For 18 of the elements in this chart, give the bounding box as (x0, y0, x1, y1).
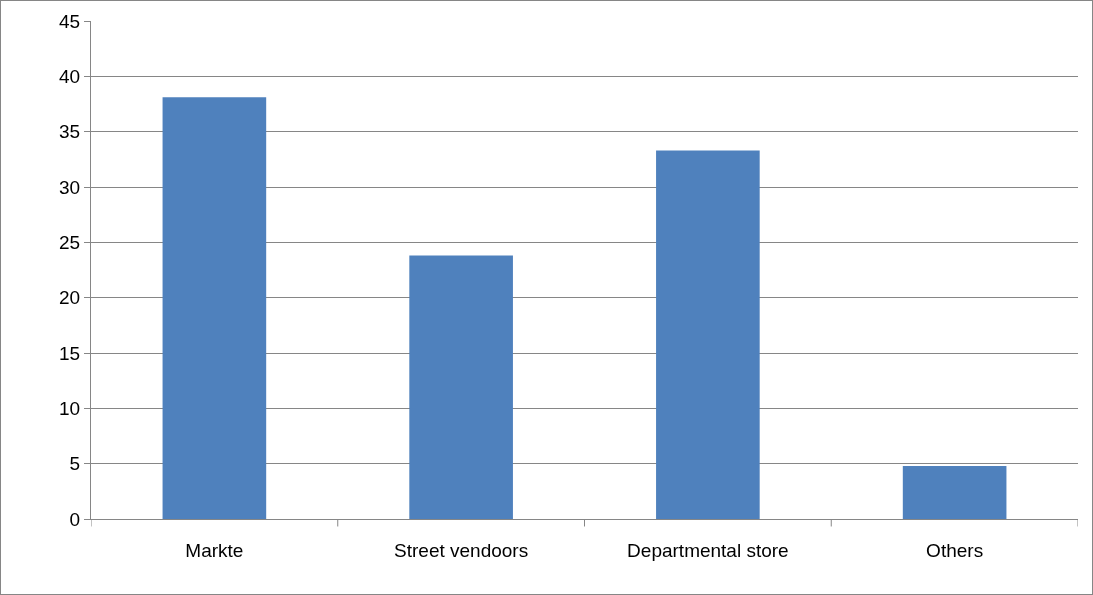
y-tick-label: 5 (69, 453, 81, 475)
x-tick-label: Street vendoors (394, 539, 529, 561)
y-tick-label: 15 (59, 342, 81, 364)
x-tick-label: Markte (185, 539, 244, 561)
bar (656, 150, 760, 519)
y-tick-label: 10 (59, 397, 81, 419)
y-tick-label: 30 (59, 176, 81, 198)
y-tick-label: 0 (69, 508, 81, 530)
y-tick-label: 35 (59, 121, 81, 143)
x-tick-label: Departmental store (627, 539, 789, 561)
x-tick-label: Others (926, 539, 984, 561)
y-tick-label: 45 (59, 10, 81, 32)
y-tick-label: 20 (59, 287, 81, 309)
bar (902, 465, 1007, 519)
bar (162, 97, 267, 519)
y-tick-label: 25 (59, 231, 81, 253)
y-tick-label: 40 (59, 65, 81, 87)
bar (409, 255, 513, 519)
